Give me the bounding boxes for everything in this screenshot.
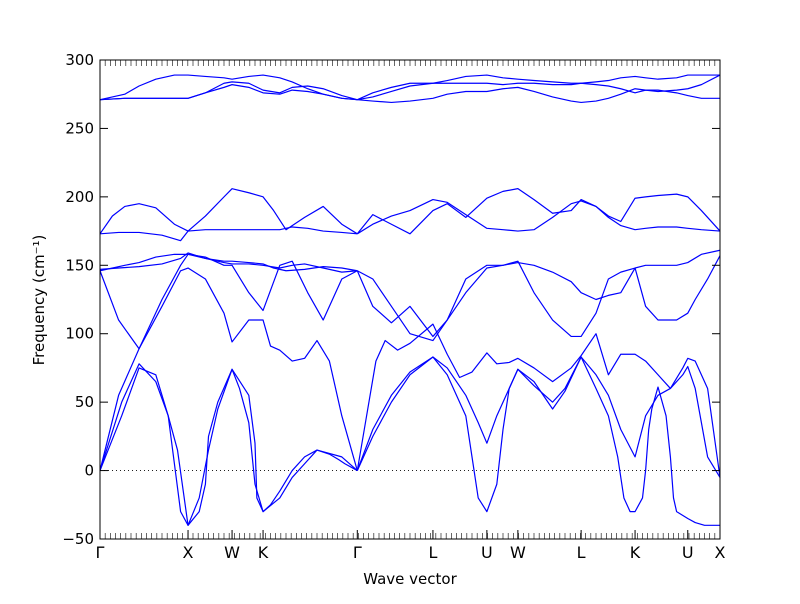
x-tick-label: Γ <box>96 543 105 562</box>
y-tick-label: 300 <box>65 51 94 69</box>
y-tick-label: 200 <box>65 188 94 206</box>
series-line-9 <box>357 249 721 342</box>
x-tick-label: X <box>715 543 726 562</box>
x-tick-label: X <box>183 543 194 562</box>
series-line-0 <box>99 367 358 526</box>
series-line-8 <box>99 253 358 273</box>
y-tick-label: 0 <box>84 462 94 480</box>
x-tick-label: W <box>224 543 240 562</box>
series-line-3 <box>356 356 721 478</box>
series-line-1 <box>356 356 720 526</box>
series-line-18 <box>357 74 721 101</box>
series-line-6 <box>99 253 358 350</box>
axes-group <box>99 59 721 540</box>
series-line-11 <box>356 198 721 235</box>
series-line-13 <box>356 188 721 235</box>
series-line-15 <box>99 74 358 101</box>
x-tick-label: L <box>428 543 437 562</box>
y-tick-label: 100 <box>65 325 94 343</box>
series-line-17 <box>99 81 358 101</box>
y-axis-label: Frequency (cm⁻¹) <box>30 235 48 366</box>
series-line-4 <box>99 267 358 471</box>
series-line-14 <box>99 252 358 272</box>
series-line-12 <box>99 188 358 242</box>
series-line-19 <box>99 84 358 101</box>
series-line-2 <box>99 363 358 526</box>
x-tick-label: L <box>577 543 586 562</box>
x-tick-label: Γ <box>353 543 362 562</box>
x-tick-label: K <box>630 543 641 562</box>
y-tick-label: 50 <box>75 393 94 411</box>
series-group <box>99 74 721 526</box>
plot-frame <box>99 59 721 540</box>
series-line-16 <box>357 74 720 101</box>
series-line-10 <box>99 203 358 235</box>
series-line-7 <box>356 255 721 338</box>
x-tick-label: U <box>682 543 694 562</box>
labels-group: Wave vector Frequency (cm⁻¹) <box>30 235 458 588</box>
y-tick-label: −50 <box>62 530 94 548</box>
series-line-5 <box>356 323 721 478</box>
x-tick-label: K <box>258 543 269 562</box>
y-tick-label: 150 <box>65 256 94 274</box>
y-tick-label: 250 <box>65 119 94 137</box>
x-axis-label: Wave vector <box>363 570 457 588</box>
series-line-20 <box>357 86 720 104</box>
x-tick-label: W <box>510 543 526 562</box>
x-tick-label: U <box>481 543 493 562</box>
